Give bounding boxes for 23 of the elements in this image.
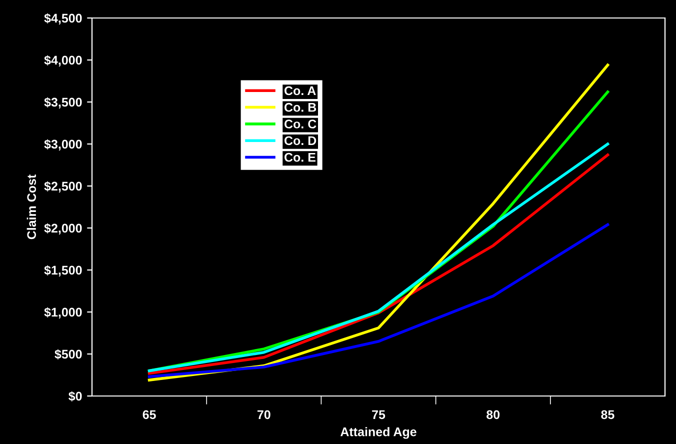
legend-label: Co. B [284,102,316,112]
y-tick-label: $4,500 [44,13,82,24]
legend-label: Co. C [284,120,316,128]
x-tick-label: 65 [142,410,156,420]
y-tick-label: $2,500 [44,181,82,192]
x-tick-label: 75 [372,410,386,420]
x-axis-title: Attained Age [340,427,416,439]
legend-label: Co. D [284,136,316,146]
legend-label: Co. E [284,152,316,162]
x-tick-label: 80 [486,410,500,420]
y-tick-label: $2,000 [44,223,82,234]
x-tick-label: 85 [601,410,614,420]
line-series [148,223,610,378]
y-tick-label: $1,000 [44,307,82,318]
x-tick-label: 70 [257,410,270,420]
y-tick-label: $500 [54,349,82,360]
y-tick-label: $0 [68,391,82,402]
y-axis-title: Claim Cost [26,174,36,240]
y-tick-label: $1,500 [44,265,82,276]
legend-label: Co. A [284,86,316,96]
y-tick-label: $4,000 [44,55,82,66]
y-tick-label: $3,500 [44,97,82,108]
y-tick-label: $3,000 [44,139,82,150]
